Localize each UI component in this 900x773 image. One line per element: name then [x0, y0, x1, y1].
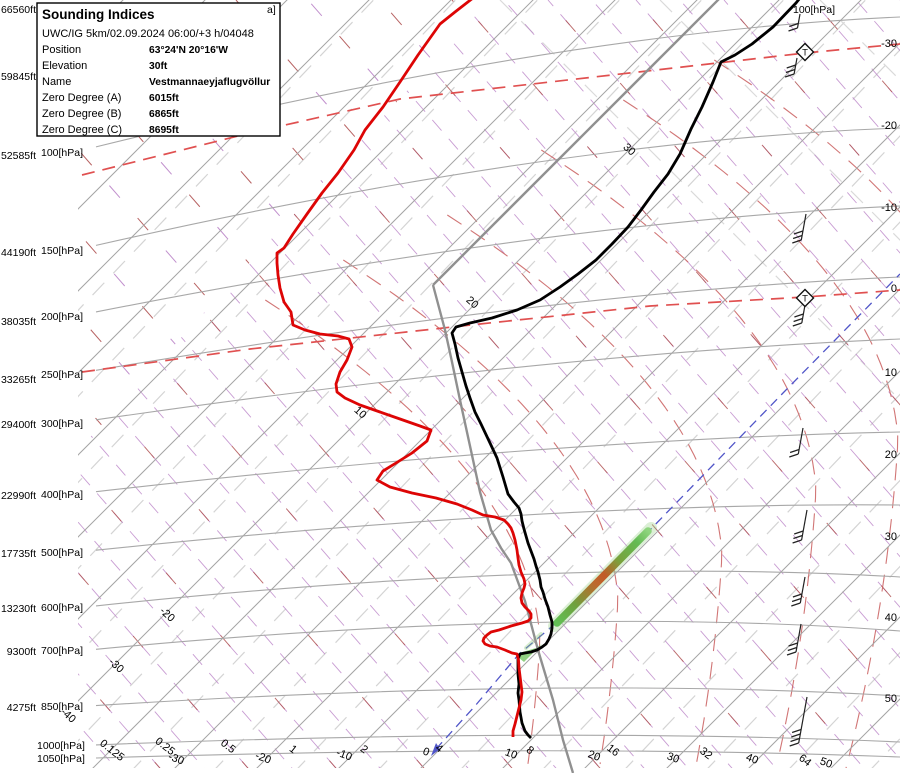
svg-text:300[hPa]: 300[hPa]	[41, 418, 83, 430]
svg-text:38035ft: 38035ft	[1, 316, 36, 328]
svg-text:6865ft: 6865ft	[149, 109, 179, 120]
svg-text:10: 10	[885, 367, 897, 379]
svg-text:40: 40	[885, 612, 897, 624]
svg-text:T: T	[802, 294, 808, 305]
svg-text:Zero Degree (A): Zero Degree (A)	[42, 92, 121, 104]
svg-text:100[hPa]: 100[hPa]	[793, 4, 835, 16]
svg-text:Sounding Indices: Sounding Indices	[42, 7, 155, 22]
svg-text:0: 0	[891, 283, 897, 295]
svg-text:-20: -20	[881, 120, 897, 132]
svg-text:-20: -20	[254, 750, 273, 767]
svg-text:600[hPa]: 600[hPa]	[41, 602, 83, 614]
svg-text:100[hPa]: 100[hPa]	[41, 147, 83, 159]
svg-text:59845ft: 59845ft	[1, 71, 36, 83]
svg-text:500[hPa]: 500[hPa]	[41, 547, 83, 559]
svg-text:50: 50	[818, 755, 834, 770]
svg-text:Name: Name	[42, 76, 71, 88]
svg-text:Position: Position	[42, 44, 81, 56]
svg-text:250[hPa]: 250[hPa]	[41, 369, 83, 381]
svg-text:1050[hPa]: 1050[hPa]	[37, 753, 85, 765]
svg-text:50: 50	[885, 693, 897, 705]
svg-text:4275ft: 4275ft	[7, 702, 36, 714]
svg-text:16: 16	[604, 742, 621, 759]
svg-text:30: 30	[885, 531, 897, 543]
svg-text:6015ft: 6015ft	[149, 93, 179, 104]
svg-text:UWC/IG 5km/02.09.2024 06:00/+3: UWC/IG 5km/02.09.2024 06:00/+3 h/04048	[42, 28, 254, 40]
svg-text:-10: -10	[881, 202, 897, 214]
svg-text:T: T	[802, 48, 808, 59]
svg-text:17735ft: 17735ft	[1, 548, 36, 560]
svg-text:150[hPa]: 150[hPa]	[41, 245, 83, 257]
svg-text:20: 20	[885, 449, 897, 461]
svg-text:30ft: 30ft	[149, 61, 168, 72]
svg-text:Zero Degree (B): Zero Degree (B)	[42, 108, 121, 120]
svg-text:33265ft: 33265ft	[1, 374, 36, 386]
svg-text:-30: -30	[881, 38, 897, 50]
svg-text:1000[hPa]: 1000[hPa]	[37, 740, 85, 752]
svg-text:200[hPa]: 200[hPa]	[41, 311, 83, 323]
svg-text:Vestmannaeyjaflugvöllur: Vestmannaeyjaflugvöllur	[149, 77, 270, 88]
svg-text:52585ft: 52585ft	[1, 150, 36, 162]
svg-text:a]: a]	[267, 4, 276, 16]
svg-text:Zero Degree (C): Zero Degree (C)	[42, 124, 122, 136]
svg-text:850[hPa]: 850[hPa]	[41, 701, 83, 713]
svg-text:63°24'N 20°16'W: 63°24'N 20°16'W	[149, 45, 228, 56]
svg-text:-30: -30	[167, 751, 186, 768]
svg-text:400[hPa]: 400[hPa]	[41, 489, 83, 501]
svg-text:9300ft: 9300ft	[7, 646, 36, 658]
svg-text:13230ft: 13230ft	[1, 603, 36, 615]
svg-text:40: 40	[744, 751, 760, 766]
svg-text:44190ft: 44190ft	[1, 247, 36, 259]
svg-text:66560ft: 66560ft	[1, 4, 36, 16]
svg-text:700[hPa]: 700[hPa]	[41, 645, 83, 657]
svg-text:-10: -10	[335, 747, 354, 764]
svg-text:Elevation: Elevation	[42, 60, 87, 72]
svg-text:30: 30	[665, 750, 681, 765]
svg-text:22990ft: 22990ft	[1, 490, 36, 502]
svg-text:0: 0	[421, 745, 431, 758]
svg-text:20: 20	[586, 748, 602, 763]
svg-text:64: 64	[796, 752, 813, 769]
svg-text:8695ft: 8695ft	[149, 125, 179, 136]
svg-text:10: 10	[503, 746, 519, 761]
svg-text:32: 32	[697, 745, 714, 762]
svg-text:29400ft: 29400ft	[1, 419, 36, 431]
